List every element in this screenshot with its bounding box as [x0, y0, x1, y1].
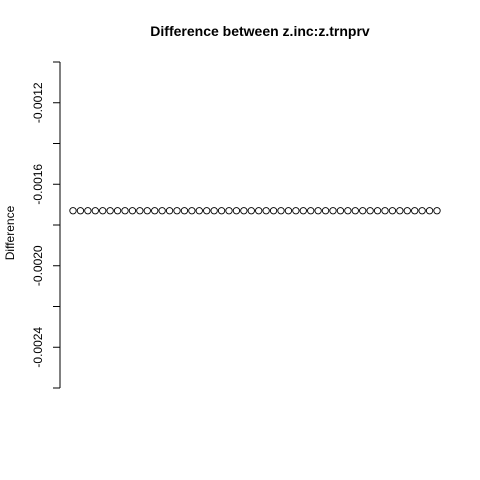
y-tick-label: -0.0020 [31, 245, 45, 286]
data-point [76, 207, 85, 215]
data-points [69, 207, 441, 215]
data-point [366, 207, 374, 215]
data-point [336, 207, 345, 215]
y-tick-label: -0.0016 [31, 164, 45, 205]
data-point [425, 207, 434, 215]
data-point [433, 207, 441, 215]
data-point [284, 207, 293, 215]
data-point [247, 207, 255, 215]
chart-title: Difference between z.inc:z.trnprv [150, 23, 370, 39]
data-point [269, 207, 278, 215]
data-point [232, 207, 241, 215]
y-axis-label: Difference [3, 205, 17, 260]
data-point [314, 207, 322, 215]
data-point [188, 207, 196, 215]
data-point [240, 207, 248, 215]
data-point [136, 207, 144, 215]
data-point [411, 207, 419, 215]
y-tick-label: -0.0012 [31, 82, 45, 123]
data-point [84, 207, 92, 215]
data-point [113, 207, 122, 215]
data-point [210, 207, 218, 215]
data-point [91, 207, 99, 215]
data-point [106, 207, 114, 215]
data-point [403, 207, 411, 215]
data-point [255, 207, 263, 215]
data-point [69, 207, 77, 215]
data-point [396, 207, 404, 215]
data-point [351, 207, 359, 215]
data-point [277, 207, 285, 215]
data-point [321, 207, 330, 215]
data-point [381, 207, 389, 215]
data-point [373, 207, 382, 215]
data-point [217, 207, 226, 215]
data-point [121, 207, 129, 215]
data-point [344, 207, 352, 215]
y-axis-ticks: -0.0012 -0.0016 -0.0020 -0.0024 [31, 61, 60, 389]
data-point [203, 207, 211, 215]
data-point [418, 207, 426, 215]
data-point [151, 207, 159, 215]
data-point [359, 207, 367, 215]
data-point [158, 207, 166, 215]
data-point [195, 207, 203, 215]
data-point [128, 207, 137, 215]
y-tick-label: -0.0024 [31, 327, 45, 368]
data-point [388, 207, 397, 215]
data-point [329, 207, 337, 215]
data-point [99, 207, 107, 215]
data-point [143, 207, 151, 215]
data-point [180, 207, 189, 215]
data-point [173, 207, 181, 215]
data-point [262, 207, 270, 215]
data-point [292, 207, 300, 215]
data-point [165, 207, 174, 215]
data-point [225, 207, 233, 215]
data-point [307, 207, 315, 215]
data-point [299, 207, 307, 215]
